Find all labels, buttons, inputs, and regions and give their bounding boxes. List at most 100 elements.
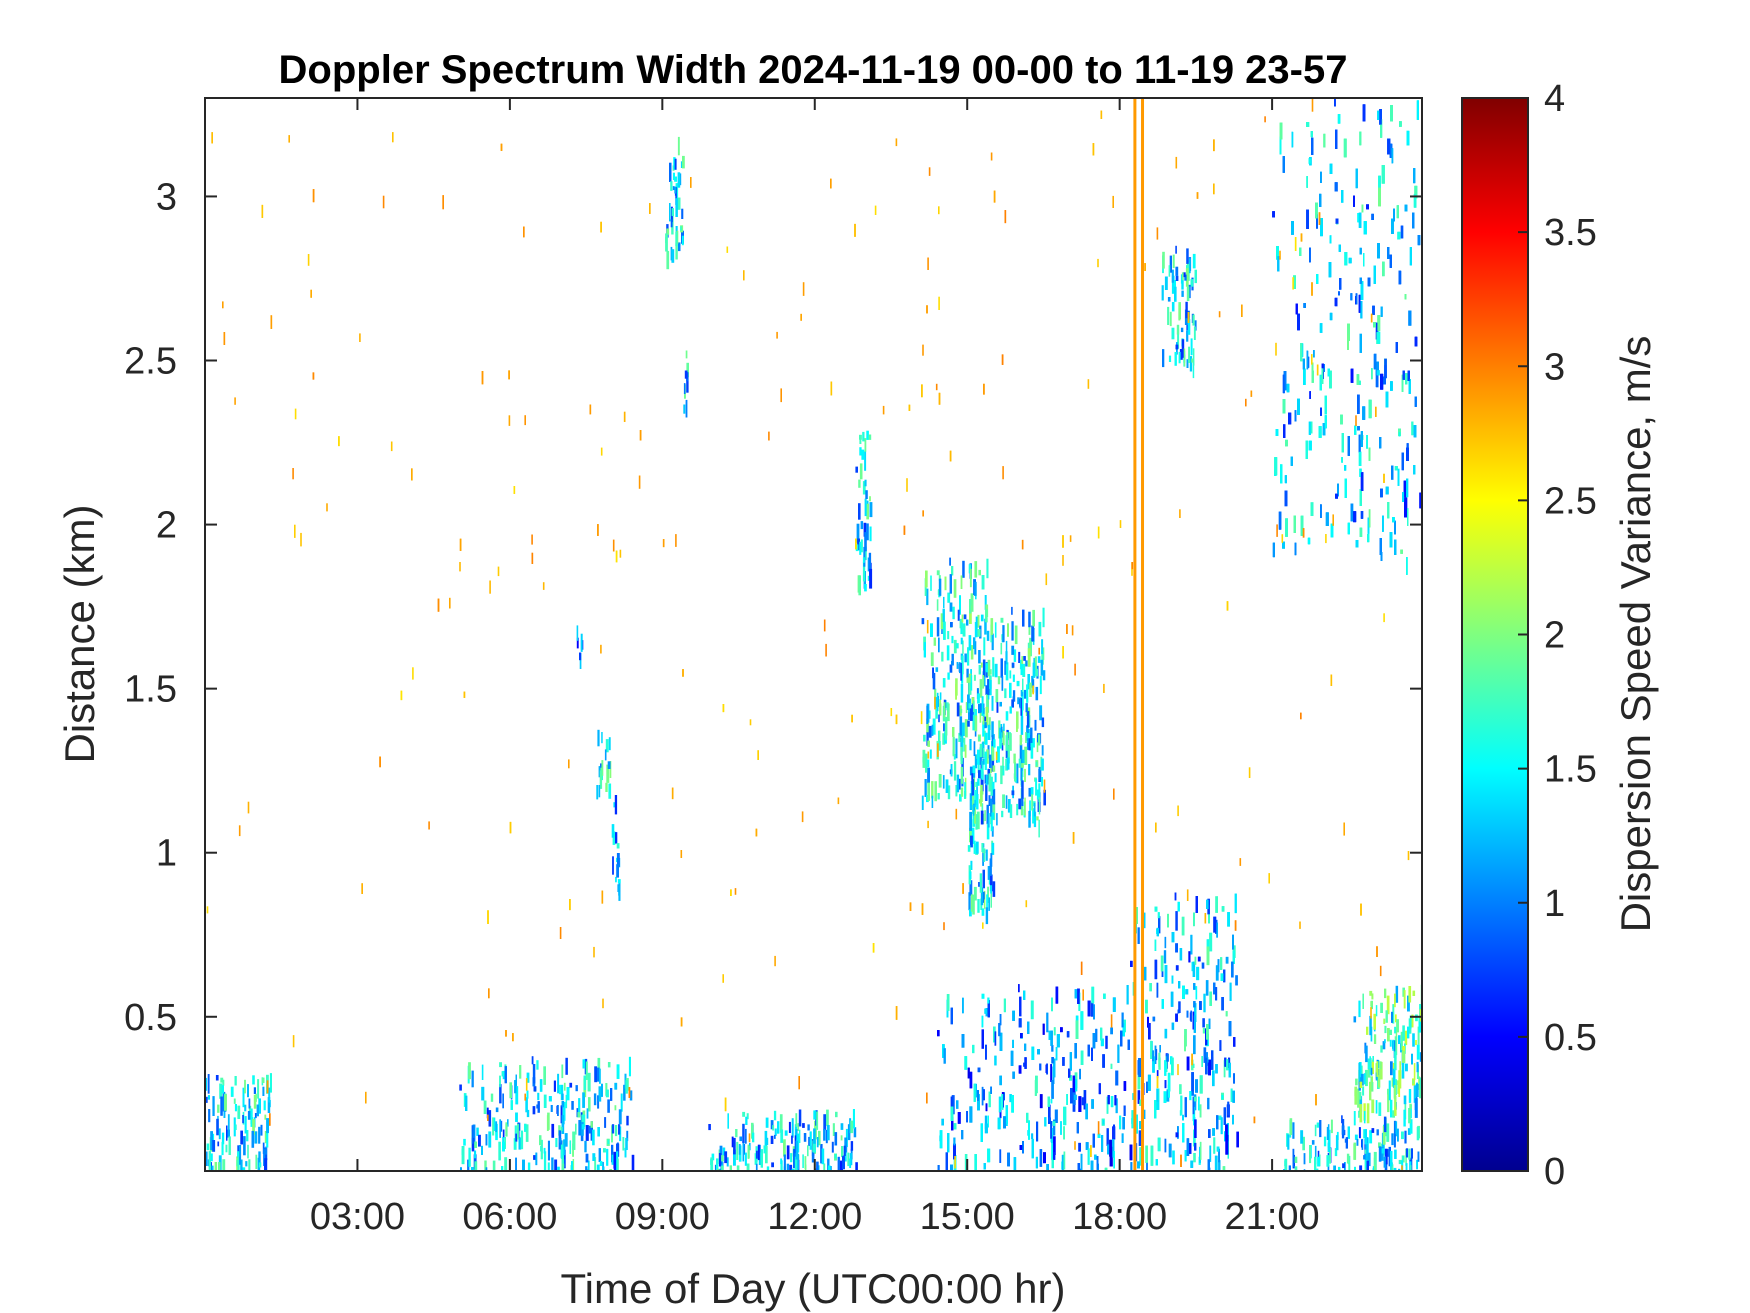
heat-cell bbox=[1163, 1091, 1167, 1103]
heat-cell bbox=[926, 705, 929, 724]
heat-cell bbox=[1002, 733, 1005, 746]
heat-cell bbox=[1177, 805, 1179, 817]
heat-cell bbox=[937, 743, 939, 757]
heat-cell bbox=[974, 709, 977, 719]
heat-cell bbox=[1115, 1098, 1118, 1114]
heat-cell bbox=[813, 1128, 816, 1144]
heat-cell bbox=[1224, 1057, 1227, 1067]
heat-cell bbox=[685, 350, 688, 359]
heat-cell bbox=[977, 1090, 979, 1101]
heat-cell bbox=[579, 652, 582, 669]
heat-cell bbox=[1053, 1152, 1056, 1160]
heat-cell bbox=[774, 1128, 777, 1136]
heat-cell bbox=[1318, 212, 1321, 225]
heat-cell bbox=[1092, 1133, 1095, 1148]
heat-cell bbox=[1147, 1016, 1149, 1028]
heat-cell bbox=[985, 685, 988, 695]
heat-cell bbox=[361, 883, 363, 894]
heat-cell bbox=[1338, 1166, 1341, 1171]
heat-cell bbox=[972, 773, 976, 778]
heat-cell bbox=[991, 695, 994, 711]
heat-cell bbox=[991, 633, 994, 651]
heat-cell bbox=[1414, 1098, 1418, 1118]
heat-cell bbox=[1281, 534, 1284, 543]
heat-cell bbox=[639, 430, 642, 441]
heat-cell bbox=[952, 736, 955, 757]
heat-cell bbox=[955, 643, 959, 649]
heat-cell bbox=[993, 190, 996, 203]
heat-cell bbox=[1327, 1164, 1330, 1171]
heat-cell bbox=[592, 1153, 596, 1161]
heat-cell bbox=[927, 767, 930, 784]
heat-cell bbox=[502, 1129, 505, 1138]
heat-cell bbox=[842, 1156, 845, 1170]
heat-cell bbox=[1101, 1135, 1104, 1152]
heat-cell bbox=[1083, 1090, 1087, 1110]
heat-cell bbox=[1317, 1156, 1320, 1167]
heat-cell bbox=[784, 1130, 788, 1136]
heat-cell bbox=[795, 1113, 798, 1127]
heat-cell bbox=[990, 618, 994, 635]
heat-cell bbox=[844, 1137, 848, 1153]
heat-cell bbox=[1063, 1126, 1065, 1140]
heat-cell bbox=[1208, 1059, 1211, 1076]
heat-cell bbox=[1319, 374, 1322, 391]
heat-cell bbox=[996, 813, 998, 826]
heat-cell bbox=[568, 759, 570, 769]
heat-cell bbox=[563, 1139, 566, 1156]
heat-cell bbox=[866, 503, 869, 520]
colorbar-label: Dispersion Speed Variance, m/s bbox=[1612, 336, 1659, 933]
heat-cell bbox=[820, 1144, 823, 1164]
heat-cell bbox=[982, 741, 985, 749]
heat-cell bbox=[864, 438, 867, 452]
heat-cell bbox=[780, 1160, 783, 1171]
heat-cell bbox=[1404, 204, 1408, 212]
heat-cell bbox=[242, 1115, 244, 1124]
heat-cell bbox=[1031, 625, 1035, 642]
heat-cell bbox=[1144, 263, 1146, 271]
heat-cell bbox=[1004, 660, 1006, 675]
heat-cell bbox=[1000, 658, 1003, 678]
heat-cell bbox=[1313, 350, 1315, 358]
heat-cell bbox=[1178, 981, 1181, 989]
heat-cell bbox=[1354, 1166, 1356, 1171]
heat-cell bbox=[966, 668, 969, 678]
heat-cell bbox=[1160, 955, 1164, 972]
heat-cell bbox=[982, 891, 985, 900]
echo-region bbox=[855, 430, 873, 596]
heat-cell bbox=[1186, 1056, 1190, 1071]
heat-cell bbox=[850, 1120, 854, 1134]
heat-cell bbox=[1380, 552, 1383, 561]
heat-cell bbox=[565, 1094, 568, 1109]
heat-cell bbox=[1371, 1099, 1375, 1114]
heat-cell bbox=[981, 761, 984, 780]
heat-cell bbox=[1038, 621, 1042, 637]
heat-cell bbox=[1403, 1109, 1406, 1127]
heat-cell bbox=[804, 1156, 807, 1170]
heat-cell bbox=[980, 771, 984, 792]
heat-cell bbox=[828, 1165, 831, 1171]
heat-cell bbox=[968, 682, 972, 695]
heat-cell bbox=[1004, 210, 1007, 224]
heat-cell bbox=[977, 629, 981, 637]
heat-cell bbox=[1377, 1069, 1381, 1088]
heat-cell bbox=[1035, 686, 1039, 701]
heat-cell bbox=[1320, 218, 1323, 237]
heat-cell bbox=[998, 1023, 1001, 1037]
heat-cell bbox=[975, 781, 978, 787]
heat-cell bbox=[504, 1137, 506, 1149]
heat-cell bbox=[1090, 1160, 1094, 1171]
heat-cell bbox=[526, 1072, 530, 1083]
heat-cell bbox=[791, 1135, 793, 1144]
heat-cell bbox=[1007, 744, 1010, 764]
y-tick-label: 1.5 bbox=[124, 669, 177, 711]
heat-cell bbox=[1370, 1081, 1374, 1092]
heat-cell bbox=[851, 714, 853, 723]
heat-cell bbox=[1029, 800, 1031, 817]
heat-cell bbox=[474, 1150, 477, 1159]
y-tick-label: 0.5 bbox=[124, 997, 177, 1039]
heat-cell bbox=[1013, 1157, 1017, 1171]
heat-cell bbox=[605, 1083, 608, 1096]
heat-cell bbox=[1028, 764, 1031, 776]
heat-cell bbox=[747, 1145, 750, 1158]
